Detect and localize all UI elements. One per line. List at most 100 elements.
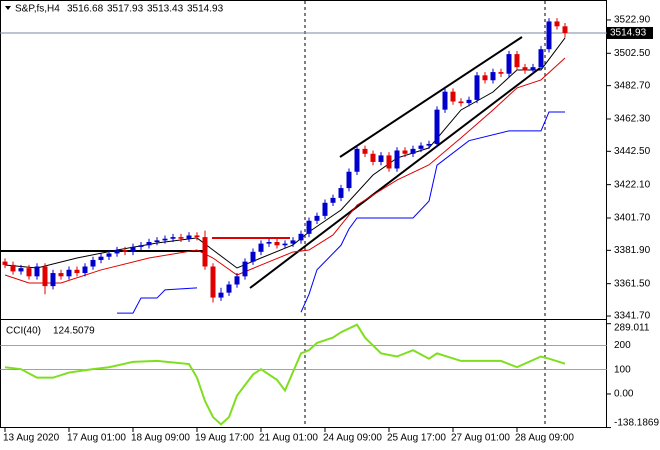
y-tick-label: 3381.90 bbox=[614, 245, 651, 256]
x-tick-label: 28 Aug 09:00 bbox=[515, 433, 574, 444]
candle-body bbox=[474, 75, 480, 100]
candle-body bbox=[250, 251, 256, 262]
candle-body bbox=[130, 246, 136, 252]
candle-body bbox=[194, 235, 200, 238]
candle-body bbox=[10, 264, 16, 272]
y-tick-label: 0.00 bbox=[614, 389, 634, 400]
menu-arrow bbox=[5, 6, 11, 10]
candle-body bbox=[226, 284, 232, 293]
candle-body bbox=[394, 150, 400, 169]
y-tick-label: 3341.70 bbox=[614, 311, 651, 322]
ohlc-close: 3514.93 bbox=[187, 4, 224, 15]
candle-body bbox=[34, 266, 40, 277]
cci-title: CCI(40) bbox=[6, 326, 41, 337]
candle-body bbox=[346, 171, 352, 189]
candle-body bbox=[330, 197, 336, 203]
x-tick-label: 21 Aug 01:00 bbox=[259, 433, 318, 444]
cci-value: 124.5079 bbox=[53, 326, 95, 337]
candle-body bbox=[562, 26, 568, 33]
candle-body bbox=[314, 215, 320, 221]
candle-body bbox=[418, 145, 424, 149]
candle-body bbox=[482, 75, 488, 81]
candle-body bbox=[122, 250, 128, 252]
x-tick-label: 18 Aug 09:00 bbox=[131, 433, 190, 444]
candle-body bbox=[426, 143, 432, 146]
x-tick-label: 25 Aug 17:00 bbox=[387, 433, 446, 444]
candle-body bbox=[106, 253, 112, 257]
x-tick-label: 24 Aug 09:00 bbox=[323, 433, 382, 444]
last-price-box bbox=[607, 26, 653, 39]
candle-body bbox=[74, 269, 80, 274]
candle-body bbox=[26, 268, 32, 277]
ohlc-high: 3517.93 bbox=[107, 4, 144, 15]
candle-body bbox=[298, 233, 304, 241]
y-tick-label: 100 bbox=[614, 364, 631, 375]
candle-body bbox=[82, 266, 88, 274]
y-tick-label: -138.1869 bbox=[614, 418, 659, 429]
candle-body bbox=[378, 155, 384, 162]
candle-body bbox=[18, 268, 24, 272]
last-price-label: 3514.93 bbox=[610, 28, 647, 39]
trendline bbox=[339, 36, 523, 158]
candle-body bbox=[162, 238, 168, 241]
candle-body bbox=[458, 101, 464, 104]
ohlc-open: 3516.68 bbox=[67, 4, 104, 15]
y-tick-label: 3522.90 bbox=[614, 15, 651, 26]
candle-body bbox=[114, 250, 120, 254]
candle-body bbox=[58, 273, 64, 277]
candle-body bbox=[434, 109, 440, 144]
candle-body bbox=[234, 276, 240, 285]
candle-body bbox=[386, 155, 392, 169]
candle-body bbox=[186, 235, 192, 239]
candle-body bbox=[282, 243, 288, 246]
candle-body bbox=[450, 91, 456, 102]
candle-body bbox=[138, 245, 144, 247]
candle-body bbox=[146, 242, 152, 246]
candle-body bbox=[242, 261, 248, 277]
x-tick-label: 13 Aug 2020 bbox=[3, 433, 60, 444]
indicator-line bbox=[4, 57, 566, 284]
y-tick-label: 200 bbox=[614, 340, 631, 351]
candle-body bbox=[42, 266, 48, 287]
ohlc-low: 3513.43 bbox=[147, 4, 184, 15]
candle-body bbox=[218, 292, 224, 298]
candle-body bbox=[274, 242, 280, 246]
y-tick-label: 3442.50 bbox=[614, 146, 651, 157]
candle-body bbox=[530, 67, 536, 71]
candle-body bbox=[50, 273, 56, 287]
candle-body bbox=[354, 148, 360, 172]
candle-body bbox=[370, 153, 376, 162]
candle-body bbox=[266, 242, 272, 244]
candle-body bbox=[546, 21, 552, 50]
candle-body bbox=[410, 148, 416, 154]
candle-body bbox=[442, 91, 448, 110]
candle-body bbox=[66, 269, 72, 277]
y-tick-label: 3502.50 bbox=[614, 48, 651, 59]
candle-body bbox=[2, 261, 8, 265]
candle-body bbox=[322, 202, 328, 216]
candle-body bbox=[154, 240, 160, 243]
candle-body bbox=[538, 49, 544, 68]
candle-body bbox=[466, 99, 472, 104]
y-tick-label: 3462.30 bbox=[614, 114, 651, 125]
indicator-line bbox=[4, 323, 566, 426]
indicator-line bbox=[117, 111, 565, 314]
y-tick-label: 3401.70 bbox=[614, 213, 651, 224]
candle-body bbox=[402, 150, 408, 154]
y-tick-label: 289.011 bbox=[614, 323, 650, 334]
candle-body bbox=[170, 237, 176, 239]
candle-body bbox=[362, 148, 368, 154]
candle-body bbox=[90, 259, 96, 267]
candle-body bbox=[522, 67, 528, 71]
symbol: S&P,fs,H4 bbox=[15, 4, 60, 15]
candle-body bbox=[554, 21, 560, 27]
candle-body bbox=[290, 240, 296, 244]
y-tick-label: 3361.50 bbox=[614, 278, 651, 289]
x-tick-label: 19 Aug 17:00 bbox=[195, 433, 254, 444]
frame bbox=[0, 0, 607, 428]
candle-body bbox=[210, 266, 216, 298]
x-tick-label: 17 Aug 01:00 bbox=[67, 433, 126, 444]
candle-body bbox=[178, 237, 184, 239]
y-tick-label: 3482.70 bbox=[614, 80, 651, 91]
